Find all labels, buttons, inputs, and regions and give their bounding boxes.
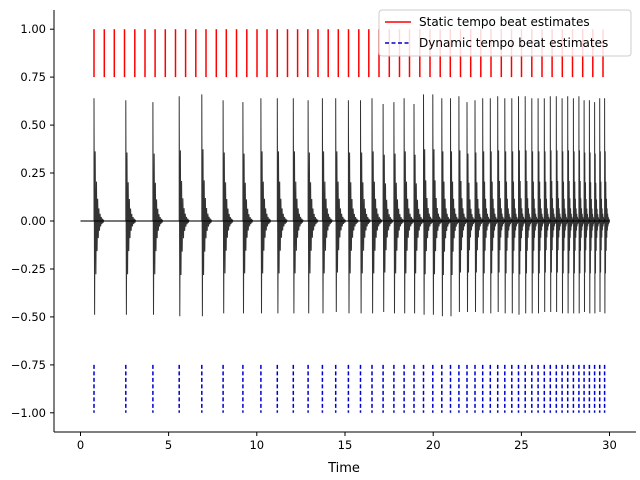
y-tick-label: 1.00 [20, 22, 46, 36]
x-axis-ticks: 0 5 10 15 20 25 30 [77, 432, 617, 452]
x-tick-label: 25 [514, 438, 529, 452]
waveform-burst [450, 98, 460, 317]
waveform-burst [242, 102, 254, 314]
waveform-burst [583, 100, 590, 313]
waveform-burst [537, 98, 545, 314]
legend-box [378, 9, 632, 57]
waveform-burst [604, 98, 610, 314]
waveform-burst [321, 98, 333, 314]
waveform-burst [497, 96, 506, 313]
waveform-burst [178, 96, 190, 317]
waveform-burst [555, 96, 563, 313]
y-tick-label: −0.25 [11, 262, 46, 276]
waveform-burst [518, 96, 526, 315]
waveform-burst [549, 96, 557, 313]
waveform-burst [588, 100, 596, 314]
y-tick-label: 0.75 [20, 70, 46, 84]
y-tick-label: −0.75 [11, 358, 46, 372]
waveform-burst [561, 98, 569, 314]
x-tick-label: 30 [602, 438, 617, 452]
waveform-burst [432, 94, 443, 315]
y-axis-ticks: −1.00 −0.75 −0.50 −0.25 0.00 0.25 0.50 0.75 1.00 [11, 22, 54, 420]
y-tick-label: 0.25 [20, 166, 46, 180]
x-tick-label: 15 [338, 438, 353, 452]
waveform-burst [458, 96, 468, 313]
legend-label-static: Static tempo beat estimates [419, 15, 590, 29]
waveform-burst [489, 98, 499, 314]
waveform-burst [360, 100, 371, 314]
waveform-burst [393, 102, 405, 314]
waveform-burst [441, 98, 451, 317]
dynamic-beat-lines [93, 364, 606, 413]
waveform-burst [382, 103, 394, 313]
y-tick-label: 0.00 [20, 214, 46, 228]
waveform-burst [474, 100, 484, 313]
x-tick-label: 0 [77, 438, 84, 452]
waveform-burst [347, 100, 359, 314]
x-tick-label: 10 [249, 438, 264, 452]
waveform-burst [222, 100, 234, 314]
waveform-burst [260, 98, 272, 314]
waveform [80, 94, 610, 317]
y-tick-label: −1.00 [11, 406, 46, 420]
waveform-burst [599, 98, 606, 313]
waveform-burst [466, 102, 476, 313]
waveform-burst [403, 98, 415, 314]
y-tick-label: −0.50 [11, 310, 46, 324]
waveform-burst [152, 102, 164, 315]
waveform-burst [594, 102, 601, 314]
waveform-burst [482, 98, 491, 314]
waveform-burst [531, 98, 539, 314]
waveform-burst [276, 98, 288, 314]
waveform-burst [93, 98, 105, 315]
waveform-burst [572, 98, 580, 314]
waveform-burst [511, 98, 519, 314]
waveform-burst [413, 103, 424, 314]
waveform-burst [335, 98, 346, 313]
waveform-burst [307, 100, 319, 314]
waveform-burst [504, 98, 513, 314]
legend-label-dynamic: Dynamic tempo beat estimates [419, 36, 608, 50]
x-tick-label: 20 [426, 438, 441, 452]
waveform-burst [524, 96, 533, 314]
waveform-burst [567, 96, 574, 314]
waveform-burst [578, 96, 585, 314]
waveform-burst [543, 98, 551, 313]
waveform-burst [371, 98, 383, 314]
legend: Static tempo beat estimates Dynamic temp… [378, 9, 632, 57]
y-tick-label: 0.50 [20, 118, 46, 132]
waveform-burst [292, 98, 304, 314]
waveform-burst [201, 94, 212, 317]
waveform-burst [423, 94, 434, 315]
x-tick-label: 5 [165, 438, 172, 452]
x-axis-label: Time [327, 461, 360, 476]
waveform-burst [125, 100, 136, 315]
